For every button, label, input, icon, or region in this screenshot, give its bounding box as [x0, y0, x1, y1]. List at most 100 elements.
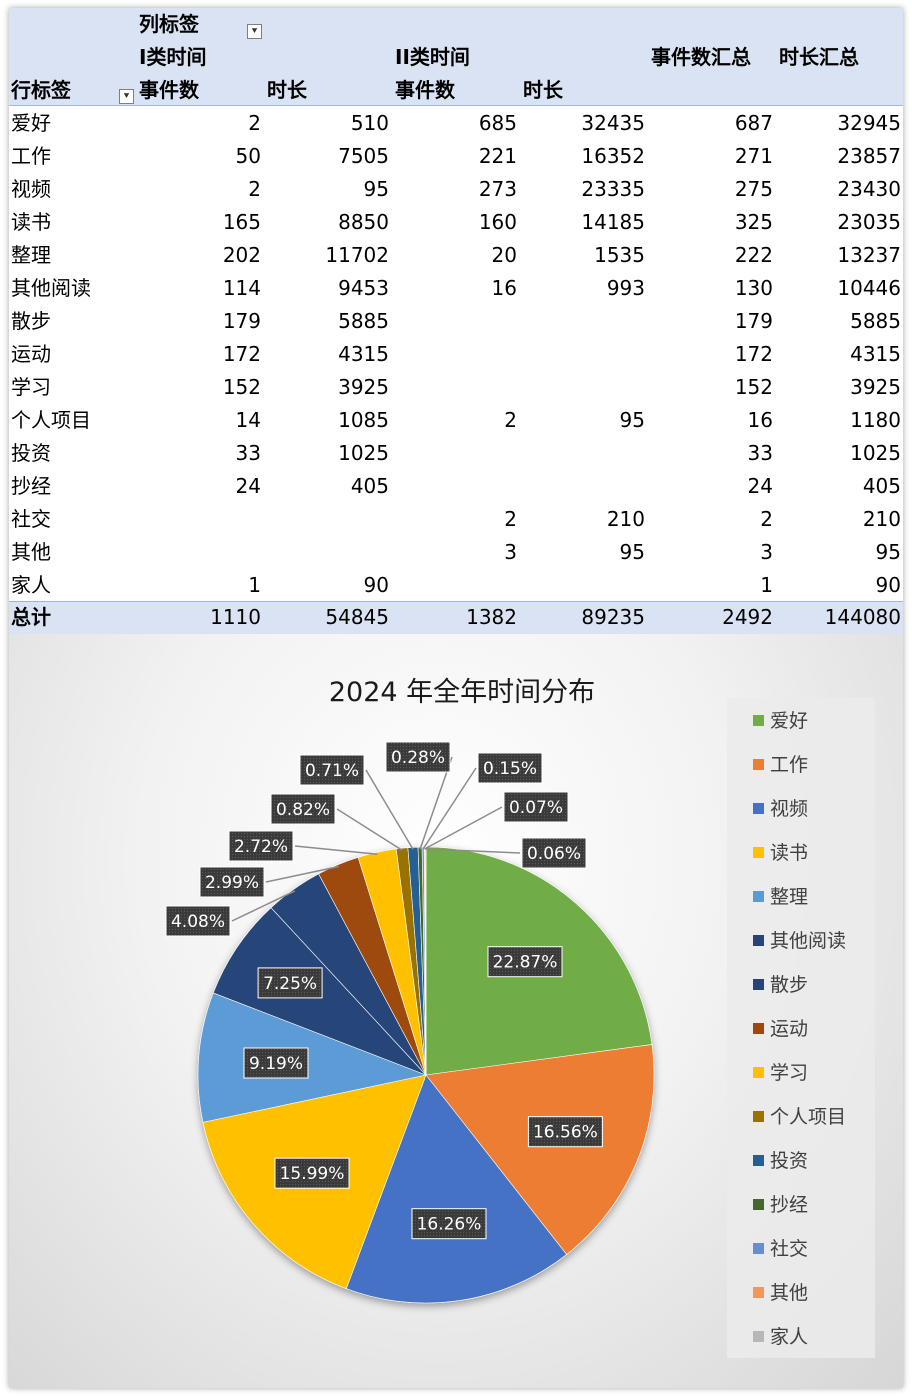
legend-label: 个人项目 — [770, 1106, 847, 1128]
row-label[interactable]: 学习 — [11, 375, 51, 399]
row-label[interactable]: 抄经 — [11, 474, 51, 498]
leader-line — [231, 890, 296, 922]
cell-d2: 95 — [619, 540, 645, 564]
cell-d2: 32435 — [581, 111, 645, 135]
pie-chart-area[interactable]: 22.87% 16.56% 16.26% 15.99% 9.19% 7.25% 4.08% 2… — [9, 634, 903, 1388]
cell-dt: 23430 — [837, 177, 901, 201]
cell-d2: 210 — [606, 507, 645, 531]
cell-d1: 1085 — [338, 408, 389, 432]
legend-item[interactable]: 投资 — [753, 1146, 808, 1176]
row-label[interactable]: 读书 — [11, 210, 51, 234]
cell-d1: 3925 — [338, 375, 389, 399]
data-label-box — [503, 791, 569, 823]
leader-line — [294, 845, 378, 856]
pivot-header-band — [9, 8, 903, 106]
cell-dt: 32945 — [837, 111, 901, 135]
data-label-box — [521, 837, 587, 869]
data-label: 2.72% — [234, 837, 288, 857]
legend-item[interactable]: 爱好 — [753, 706, 808, 736]
legend-label: 社交 — [770, 1238, 809, 1260]
row-label[interactable]: 工作 — [11, 144, 51, 168]
cell-c1: 24 — [235, 474, 261, 498]
cell-c1: 14 — [235, 408, 261, 432]
cell-c1: 172 — [222, 342, 261, 366]
data-label: 16.26% — [417, 1215, 482, 1235]
legend-label: 视频 — [770, 798, 809, 820]
leader-line — [424, 806, 503, 850]
data-label: 4.08% — [171, 912, 225, 932]
row-filter-dropdown-icon[interactable]: ⯆ — [119, 89, 134, 104]
row-label[interactable]: 家人 — [11, 573, 51, 597]
cell-d1: 95 — [363, 177, 389, 201]
cell-d1: 5885 — [338, 309, 389, 333]
row-label[interactable]: 运动 — [11, 342, 51, 366]
legend-item[interactable]: 抄经 — [753, 1190, 808, 1220]
legend-item[interactable]: 家人 — [753, 1322, 808, 1352]
pie-slice[interactable] — [197, 992, 428, 1123]
cell-d1: 510 — [350, 111, 389, 135]
cell-d2 — [525, 305, 645, 338]
pie-slice[interactable] — [345, 1074, 568, 1304]
data-label: 7.25% — [263, 974, 317, 994]
row-label[interactable]: 视频 — [11, 177, 51, 201]
row-label[interactable]: 散步 — [11, 309, 51, 333]
data-label-box — [527, 1116, 603, 1148]
leader-line — [265, 865, 339, 883]
cell-d1: 8850 — [338, 210, 389, 234]
data-label-box — [487, 946, 563, 978]
legend-item[interactable]: 其他阅读 — [753, 926, 846, 956]
legend-item[interactable]: 运动 — [753, 1014, 808, 1044]
cell-c2 — [397, 569, 517, 602]
cell-dt: 23035 — [837, 210, 901, 234]
legend-item[interactable]: 社交 — [753, 1234, 808, 1264]
cell-c1 — [141, 503, 261, 536]
pie-slice[interactable] — [425, 1044, 655, 1255]
pie-slices — [197, 846, 655, 1304]
legend-swatch — [753, 1199, 764, 1210]
legend-label: 爱好 — [770, 710, 809, 732]
cell-dt: 4315 — [850, 342, 901, 366]
legend-label: 其他 — [770, 1282, 809, 1304]
legend-item[interactable]: 其他 — [753, 1278, 808, 1308]
legend-item[interactable]: 散步 — [753, 970, 808, 1000]
row-label[interactable]: 个人项目 — [11, 408, 91, 432]
legend-label: 工作 — [770, 754, 809, 776]
cell-d1 — [269, 503, 389, 536]
row-label[interactable]: 整理 — [11, 243, 51, 267]
cell-dt: 405 — [862, 474, 901, 498]
row-label[interactable]: 投资 — [11, 441, 51, 465]
cell-d2 — [525, 338, 645, 371]
legend-swatch — [753, 1331, 764, 1342]
legend-label: 学习 — [770, 1062, 809, 1084]
legend-item[interactable]: 学习 — [753, 1058, 808, 1088]
cell-d1: 4315 — [338, 342, 389, 366]
grand-total-band — [9, 601, 903, 634]
data-label: 0.28% — [391, 748, 445, 768]
legend-swatch — [753, 803, 764, 814]
legend-item[interactable]: 读书 — [753, 838, 808, 868]
data-label: 15.99% — [280, 1164, 345, 1184]
chart-legend[interactable]: 爱好工作视频读书整理其他阅读散步运动学习个人项目投资抄经社交其他家人 — [727, 698, 875, 1358]
data-label-box — [477, 752, 543, 784]
legend-label: 投资 — [770, 1150, 809, 1172]
cell-c2: 3 — [504, 540, 517, 564]
data-label-box — [411, 1208, 487, 1240]
row-label[interactable]: 其他 — [11, 540, 51, 564]
legend-item[interactable]: 视频 — [753, 794, 808, 824]
legend-swatch — [753, 1067, 764, 1078]
legend-item[interactable]: 个人项目 — [753, 1102, 846, 1132]
legend-swatch — [753, 847, 764, 858]
row-label[interactable]: 其他阅读 — [11, 276, 91, 300]
total-cell-c1: 1110 — [210, 605, 261, 629]
legend-item[interactable]: 整理 — [753, 882, 808, 912]
column-filter-dropdown-icon[interactable]: ⯆ — [247, 24, 262, 39]
cell-d1 — [269, 536, 389, 569]
legend-item[interactable]: 工作 — [753, 750, 808, 780]
legend-label: 散步 — [770, 974, 809, 996]
row-label[interactable]: 爱好 — [11, 111, 51, 135]
cell-dt: 23857 — [837, 144, 901, 168]
row-label[interactable]: 社交 — [11, 507, 51, 531]
cell-c2: 685 — [478, 111, 517, 135]
cell-d1: 90 — [363, 573, 389, 597]
group2-count-header: 事件数 — [395, 78, 455, 102]
